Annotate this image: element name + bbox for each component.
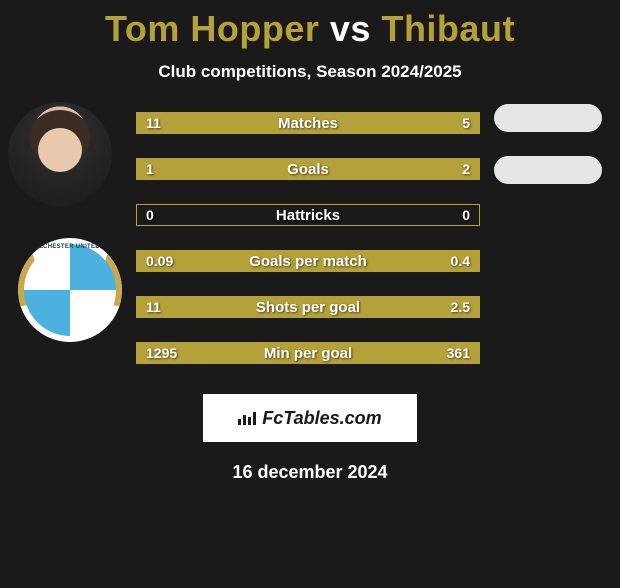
player1-name: Tom Hopper — [105, 8, 319, 49]
stat-value-right: 361 — [447, 342, 470, 364]
stat-row: Min per goal1295 361 — [136, 342, 480, 364]
comparison-content: COLCHESTER UNITED FC Matches115Goals12Ha… — [0, 112, 620, 364]
stat-value-right: 2 — [462, 158, 470, 180]
stat-value-right: 2.5 — [451, 296, 470, 318]
player2-name: Thibaut — [381, 8, 514, 49]
club-badge: COLCHESTER UNITED FC — [18, 238, 122, 342]
stat-value-left: 1 — [146, 158, 154, 180]
stat-label: Min per goal — [136, 342, 480, 364]
stat-row: Matches11 5 — [136, 112, 480, 134]
stat-bars: Matches115Goals12Hattricks00Goals per ma… — [136, 112, 480, 364]
stat-value-right: 5 — [462, 112, 470, 134]
subtitle: Club competitions, Season 2024/2025 — [0, 62, 620, 82]
stat-value-left: 11 — [146, 112, 161, 134]
stat-value-left: 0 — [146, 204, 154, 226]
stat-row: Goals per match0.09 0.4 — [136, 250, 480, 272]
footer-brand-text: FcTables.com — [262, 408, 381, 429]
footer-brand-box[interactable]: FcTables.com — [203, 394, 417, 442]
bar-chart-icon — [238, 411, 256, 425]
vs-text: vs — [330, 8, 371, 49]
stat-row: Goals1 2 — [136, 158, 480, 180]
brand-suffix: Tables.com — [283, 408, 381, 428]
stat-label: Hattricks — [136, 204, 480, 226]
stat-label: Matches — [136, 112, 480, 134]
pill-placeholder — [494, 156, 602, 184]
stat-value-right: 0.4 — [451, 250, 470, 272]
pill-column — [494, 104, 602, 184]
player1-avatar — [8, 102, 112, 206]
stat-label: Goals — [136, 158, 480, 180]
club-badge-text: COLCHESTER UNITED FC — [18, 244, 122, 250]
brand-prefix: Fc — [262, 408, 283, 428]
pill-placeholder — [494, 104, 602, 132]
stat-row: Shots per goal11 2.5 — [136, 296, 480, 318]
stat-row: Hattricks0 0 — [136, 204, 480, 226]
date-text: 16 december 2024 — [0, 462, 620, 483]
avatar-column: COLCHESTER UNITED FC — [8, 102, 122, 342]
stat-value-left: 0.09 — [146, 250, 173, 272]
stat-value-left: 11 — [146, 296, 161, 318]
stat-value-left: 1295 — [146, 342, 177, 364]
club-stripes-icon — [24, 244, 116, 336]
stat-value-right: 0 — [462, 204, 470, 226]
stat-label: Goals per match — [136, 250, 480, 272]
page-title: Tom Hopper vs Thibaut — [0, 8, 620, 50]
stat-label: Shots per goal — [136, 296, 480, 318]
